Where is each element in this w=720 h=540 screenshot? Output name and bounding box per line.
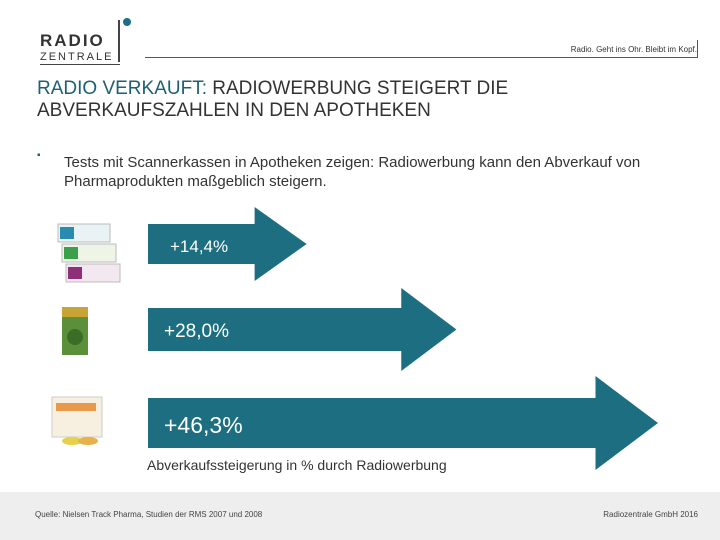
value-label-3: +46,3% <box>164 412 243 438</box>
bullet-text: Tests mit Scannerkassen in Apotheken zei… <box>64 154 641 190</box>
arrow-bar-2 <box>148 288 457 371</box>
title-rest: RADIOWERBUNG STEIGERT DIE ABVERKAUFSZAHL… <box>37 78 509 121</box>
title-highlight: RADIO VERKAUFT: <box>37 78 207 99</box>
bullet-marker: ▪ <box>37 150 41 161</box>
product-image-3 <box>51 396 103 445</box>
arrow-bar-1 <box>148 207 307 281</box>
header-divider <box>145 57 698 58</box>
tagline: Radio. Geht ins Ohr. Bleibt im Kopf. <box>570 45 697 54</box>
logo-bar <box>118 20 120 62</box>
footer: Quelle: Nielsen Track Pharma, Studien de… <box>0 492 720 540</box>
slide-title: RADIO VERKAUFT: RADIOWERBUNG STEIGERT DI… <box>37 78 697 122</box>
logo-radio-text: RADIO <box>40 31 105 50</box>
product-image-1 <box>57 223 121 283</box>
product-image-2 <box>62 307 88 355</box>
logo-zentrale-text: ZENTRALE <box>40 51 114 63</box>
footer-copyright: Radiozentrale GmbH 2016 <box>603 510 698 519</box>
footer-source: Quelle: Nielsen Track Pharma, Studien de… <box>35 510 263 519</box>
arrow-bar-3 <box>148 376 658 470</box>
logo-dot <box>123 18 131 26</box>
x-axis-caption: Abverkaufssteigerung in % durch Radiower… <box>147 457 447 473</box>
radiozentrale-logo: RADIO ZENTRALE <box>40 18 135 65</box>
logo-underline <box>40 64 120 65</box>
value-label-2: +28,0% <box>164 321 229 342</box>
value-label-1: +14,4% <box>170 237 229 256</box>
header-divider-tick <box>697 40 698 58</box>
